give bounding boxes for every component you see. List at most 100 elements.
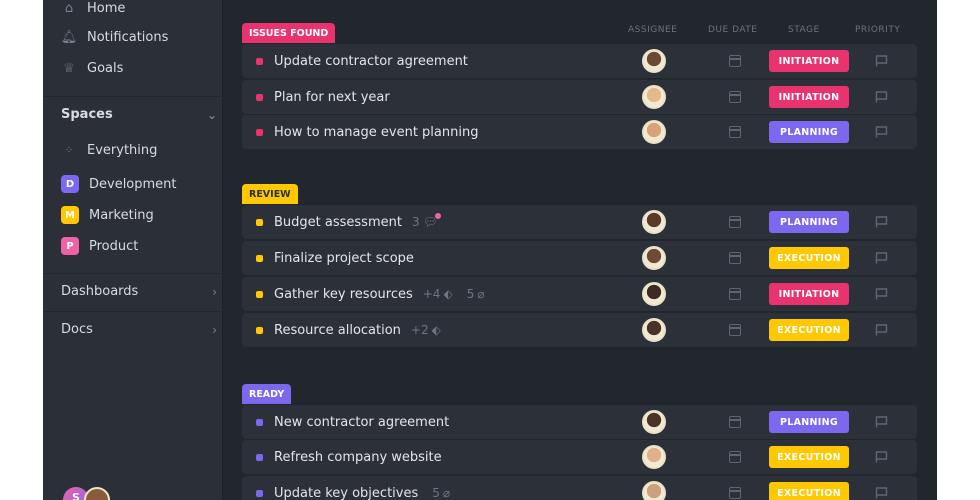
task-name[interactable]: New contractor agreement <box>274 414 450 430</box>
comment-count[interactable]: 3 💬︎ <box>412 213 441 229</box>
calendar-icon[interactable] <box>729 91 741 103</box>
divider <box>43 273 223 274</box>
group-label[interactable]: READY <box>242 384 292 404</box>
sidebar-item-everything[interactable]: ⁘ Everything <box>61 142 158 158</box>
task-name[interactable]: Update contractor agreement <box>274 53 468 69</box>
flag-icon[interactable] <box>875 451 888 463</box>
column-header-stage[interactable]: STAGE <box>788 25 820 35</box>
spaces-header[interactable]: Spaces ⌄ <box>61 107 217 122</box>
home-icon: ⌂ <box>64 0 74 16</box>
status-dot <box>256 418 263 426</box>
column-header-due-date[interactable]: DUE DATE <box>708 25 758 35</box>
calendar-icon[interactable] <box>729 216 741 228</box>
flag-icon[interactable] <box>875 487 888 499</box>
space-product[interactable]: P Product <box>61 237 138 255</box>
calendar-icon[interactable] <box>729 451 741 463</box>
stage-badge[interactable]: EXECUTION <box>769 446 849 468</box>
status-dot <box>256 326 263 334</box>
task-row[interactable]: Finalize project scope EXECUTION <box>242 241 917 275</box>
task-row[interactable]: New contractor agreement PLANNING <box>242 405 917 439</box>
task-name[interactable]: Finalize project scope <box>274 250 414 266</box>
task-name[interactable]: Gather key resources <box>274 286 413 302</box>
task-name[interactable]: Refresh company website <box>274 449 442 465</box>
flag-icon[interactable] <box>875 55 888 67</box>
sidebar-item-dashboards[interactable]: Dashboards › <box>61 284 217 299</box>
nav-label: Notifications <box>87 29 169 45</box>
sidebar-item-goals[interactable]: ♕ Goals <box>61 60 123 76</box>
assignee-avatar[interactable] <box>642 246 666 270</box>
stage-badge[interactable]: EXECUTION <box>769 319 849 341</box>
assignee-avatar[interactable] <box>642 282 666 306</box>
calendar-icon[interactable] <box>729 55 741 67</box>
calendar-icon[interactable] <box>729 288 741 300</box>
task-row[interactable]: Gather key resources +4 ⬖ 5 ⌀ INITIATION <box>242 277 917 311</box>
sidebar-item-docs[interactable]: Docs › <box>61 322 217 337</box>
task-row[interactable]: How to manage event planning PLANNING <box>242 115 917 149</box>
chevron-right-icon: › <box>212 284 217 299</box>
status-dot <box>256 489 263 497</box>
task-name[interactable]: Resource allocation <box>274 322 401 338</box>
task-name[interactable]: Plan for next year <box>274 89 390 105</box>
app-window: ⌂ Home 🔔︎ Notifications ♕ Goals Spaces ⌄ ⁘ Ev… <box>43 0 937 500</box>
assignee-avatar[interactable] <box>642 445 666 469</box>
user-avatar[interactable]: S <box>63 487 89 500</box>
flag-icon[interactable] <box>875 288 888 300</box>
sidebar: ⌂ Home 🔔︎ Notifications ♕ Goals Spaces ⌄ ⁘ Ev… <box>43 0 223 500</box>
assignee-avatar[interactable] <box>642 318 666 342</box>
assignee-avatar[interactable] <box>642 49 666 73</box>
tag-count[interactable]: +4 ⬖ <box>423 287 453 301</box>
task-row[interactable]: Budget assessment 3 💬︎ PLANNING <box>242 205 917 239</box>
comment-icon: 💬︎ <box>423 213 441 229</box>
calendar-icon[interactable] <box>729 324 741 336</box>
calendar-icon[interactable] <box>729 416 741 428</box>
assignee-avatar[interactable] <box>642 210 666 234</box>
flag-icon[interactable] <box>875 126 888 138</box>
stage-badge[interactable]: PLANNING <box>769 411 849 433</box>
task-list: ASSIGNEE DUE DATE STAGE PRIORITY ISSUES … <box>223 0 937 500</box>
flag-icon[interactable] <box>875 252 888 264</box>
task-name[interactable]: Update key objectives <box>274 485 419 500</box>
assignee-avatar[interactable] <box>642 85 666 109</box>
flag-icon[interactable] <box>875 416 888 428</box>
calendar-icon[interactable] <box>729 126 741 138</box>
flag-icon[interactable] <box>875 216 888 228</box>
attachment-count-value: 5 <box>432 486 440 500</box>
space-marketing[interactable]: M Marketing <box>61 206 154 224</box>
task-row[interactable]: Refresh company website EXECUTION <box>242 440 917 474</box>
group-label[interactable]: REVIEW <box>242 184 298 204</box>
stage-badge[interactable]: EXECUTION <box>769 247 849 269</box>
member-avatar[interactable] <box>84 487 110 500</box>
column-header-priority[interactable]: PRIORITY <box>855 25 901 35</box>
calendar-icon[interactable] <box>729 252 741 264</box>
task-row[interactable]: Plan for next year INITIATION <box>242 80 917 114</box>
stage-badge[interactable]: INITIATION <box>769 86 849 108</box>
stage-badge[interactable]: INITIATION <box>769 283 849 305</box>
task-row[interactable]: Update contractor agreement INITIATION <box>242 44 917 78</box>
bell-icon: 🔔︎ <box>60 29 78 45</box>
assignee-avatar[interactable] <box>642 120 666 144</box>
assignee-avatar[interactable] <box>642 410 666 434</box>
attachment-count[interactable]: 5 ⌀ <box>467 287 485 301</box>
grid-icon: ⁘ <box>64 144 74 156</box>
stage-badge[interactable]: PLANNING <box>769 121 849 143</box>
stage-badge[interactable]: EXECUTION <box>769 482 849 500</box>
attachment-count[interactable]: 5 ⌀ <box>432 486 450 500</box>
flag-icon[interactable] <box>875 324 888 336</box>
sidebar-item-notifications[interactable]: 🔔︎ Notifications <box>60 29 169 45</box>
column-header-assignee[interactable]: ASSIGNEE <box>628 25 678 35</box>
flag-icon[interactable] <box>875 91 888 103</box>
stage-badge[interactable]: PLANNING <box>769 211 849 233</box>
task-row[interactable]: Resource allocation +2 ⬖ EXECUTION <box>242 313 917 347</box>
divider <box>43 311 223 312</box>
nav-label: Development <box>89 176 177 192</box>
task-name[interactable]: Budget assessment <box>274 214 402 230</box>
group-label[interactable]: ISSUES FOUND <box>242 23 336 43</box>
stage-badge[interactable]: INITIATION <box>769 50 849 72</box>
space-development[interactable]: D Development <box>61 175 177 193</box>
assignee-avatar[interactable] <box>642 481 666 500</box>
task-row[interactable]: Update key objectives 5 ⌀ EXECUTION <box>242 476 917 500</box>
sidebar-item-home[interactable]: ⌂ Home <box>61 0 126 16</box>
task-name[interactable]: How to manage event planning <box>274 124 479 140</box>
tag-count[interactable]: +2 ⬖ <box>411 323 441 337</box>
calendar-icon[interactable] <box>729 487 741 499</box>
